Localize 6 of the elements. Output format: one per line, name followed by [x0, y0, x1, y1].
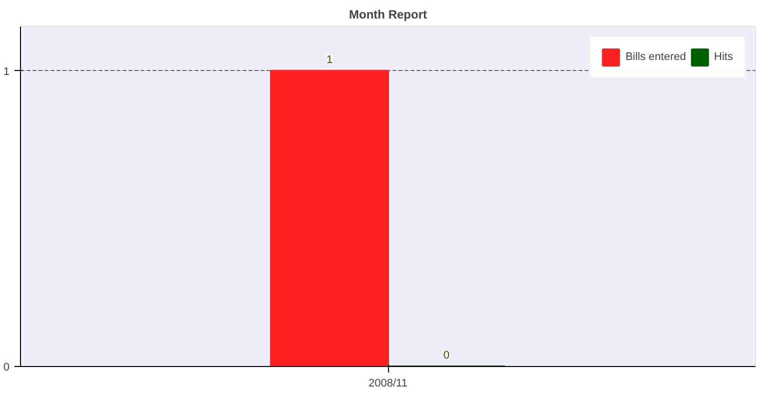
legend-label: Bills entered: [625, 51, 686, 63]
x-tick-label: 2008/11: [368, 378, 408, 390]
chart-title: Month Report: [349, 8, 427, 22]
data-label: 0: [443, 350, 450, 362]
legend-label: Hits: [714, 51, 734, 63]
data-label: 1: [326, 54, 333, 66]
